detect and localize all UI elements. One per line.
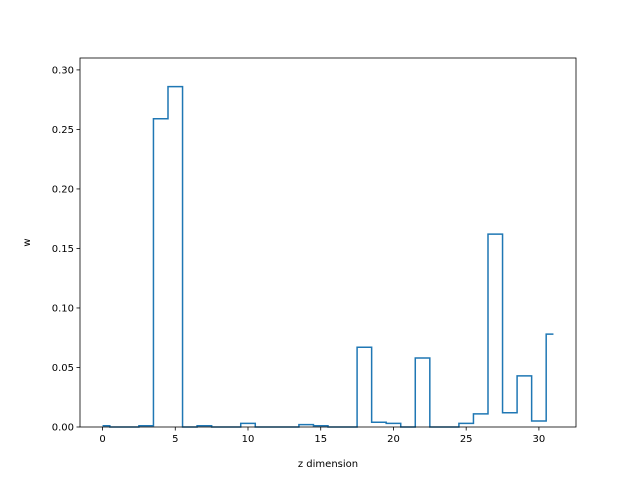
y-tick-label: 0.15 <box>52 244 74 255</box>
y-tick-label: 0.30 <box>52 65 74 76</box>
y-tick-label: 0.00 <box>52 423 74 434</box>
y-tick-label: 0.20 <box>52 184 74 195</box>
x-tick-label: 15 <box>314 434 327 445</box>
x-tick-label: 30 <box>533 434 546 445</box>
x-tick-label: 20 <box>387 434 400 445</box>
plot-frame <box>79 57 577 428</box>
y-tick-label: 0.25 <box>52 125 74 136</box>
y-tick-label: 0.10 <box>52 303 74 314</box>
x-tick-label: 25 <box>460 434 473 445</box>
x-tick-label: 10 <box>242 434 255 445</box>
x-tick-label: 0 <box>99 434 105 445</box>
plot-background <box>80 58 576 427</box>
y-axis-label: w <box>22 238 33 246</box>
x-axis-label: z dimension <box>298 459 358 470</box>
ticks: 0 5 10 15 20 25 30 0.00 0.05 0.10 0.15 0.20 0.25 0.30 <box>52 65 546 445</box>
y-tick-label: 0.05 <box>52 363 74 374</box>
x-tick-label: 5 <box>172 434 178 445</box>
